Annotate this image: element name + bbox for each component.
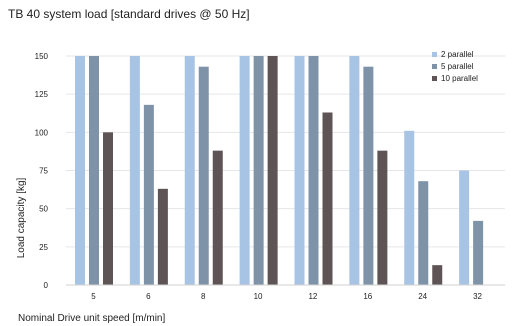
bar-2-parallel-16 — [349, 56, 360, 285]
bar-10-parallel-5 — [103, 132, 113, 285]
bar-2-parallel-10 — [239, 56, 250, 285]
legend-label: 2 parallel — [441, 50, 474, 59]
chart-title: TB 40 system load [standard drives @ 50 … — [8, 7, 250, 21]
bar-2-parallel-5 — [75, 56, 85, 285]
bar-5-parallel-24 — [418, 181, 429, 285]
bar-2-parallel-32 — [459, 170, 470, 285]
legend-label: 5 parallel — [441, 62, 474, 71]
legend-swatch — [432, 76, 437, 81]
bar-5-parallel-12 — [308, 56, 319, 285]
bar-10-parallel-24 — [432, 265, 443, 285]
x-tick-label: 12 — [308, 292, 317, 301]
x-tick-label: 5 — [91, 292, 96, 301]
bar-10-parallel-10 — [267, 56, 278, 285]
bar-5-parallel-32 — [473, 220, 484, 285]
bar-2-parallel-24 — [404, 130, 415, 285]
bar-10-parallel-6 — [157, 188, 168, 285]
x-axis-label: Nominal Drive unit speed [m/min] — [18, 313, 165, 324]
y-tick-label: 100 — [35, 128, 49, 137]
legend: 2 parallel 5 parallel 10 parallel — [432, 50, 478, 83]
x-tick-label: 6 — [146, 292, 151, 301]
bar-2-parallel-12 — [294, 56, 305, 285]
bar-5-parallel-16 — [363, 66, 374, 285]
bar-5-parallel-10 — [253, 56, 264, 285]
bars — [75, 56, 484, 285]
x-tick-label: 24 — [418, 292, 427, 301]
y-tick-label: 150 — [35, 52, 49, 61]
bar-2-parallel-6 — [129, 56, 140, 285]
y-axis-label: Load capacity [kg] — [16, 177, 27, 258]
axes: 0 25 50 75 100 125 150 5 6 8 10 12 16 24 32 — [35, 52, 505, 301]
bar-5-parallel-8 — [198, 66, 209, 285]
legend-swatch — [432, 52, 437, 57]
y-tick-label: 75 — [39, 167, 48, 176]
bar-10-parallel-8 — [212, 150, 223, 285]
bar-2-parallel-8 — [184, 56, 195, 285]
x-tick-label: 16 — [363, 292, 372, 301]
y-tick-label: 125 — [35, 90, 49, 99]
x-tick-label: 10 — [254, 292, 263, 301]
bar-5-parallel-6 — [143, 104, 154, 285]
x-tick-label: 32 — [473, 292, 482, 301]
bar-10-parallel-12 — [322, 112, 333, 285]
legend-swatch — [432, 64, 437, 69]
legend-label: 10 parallel — [441, 74, 478, 83]
y-tick-label: 0 — [44, 281, 49, 290]
y-tick-label: 25 — [39, 243, 48, 252]
y-tick-label: 50 — [39, 205, 48, 214]
bar-10-parallel-16 — [377, 150, 388, 285]
x-tick-label: 8 — [201, 292, 206, 301]
bar-5-parallel-5 — [89, 56, 99, 285]
